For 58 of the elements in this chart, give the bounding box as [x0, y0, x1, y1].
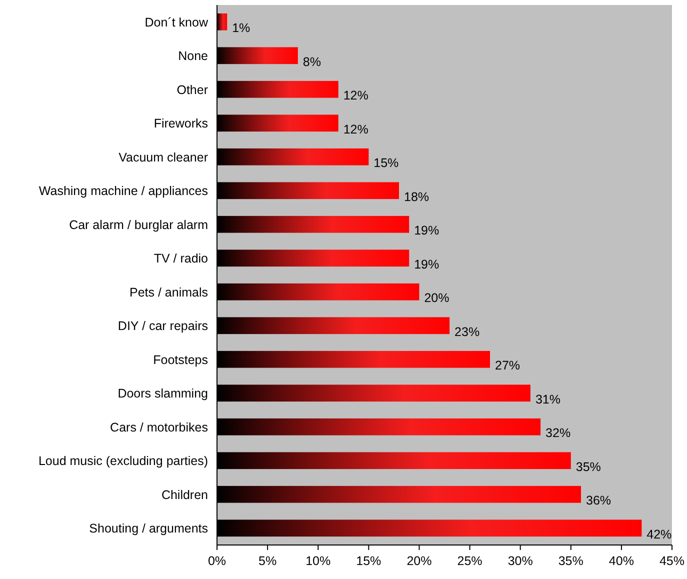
y-tick-label: Car alarm / burglar alarm	[69, 218, 208, 232]
bar	[217, 80, 338, 98]
data-label: 15%	[374, 156, 399, 170]
y-tick-label: Footsteps	[153, 352, 208, 367]
bar	[217, 13, 228, 30]
x-tick-label: 40%	[608, 554, 634, 568]
data-label: 31%	[535, 392, 560, 406]
data-label: 12%	[343, 122, 368, 136]
bar	[217, 250, 410, 267]
data-label: 1%	[232, 21, 250, 36]
y-tick-label: Don´t know	[144, 15, 209, 30]
x-tick-label: 25%	[457, 554, 482, 568]
data-label: 23%	[454, 324, 480, 339]
bar	[217, 520, 642, 537]
data-label: 42%	[646, 527, 672, 542]
bar	[217, 350, 490, 368]
bar	[217, 486, 581, 503]
y-tick-label: Loud music (excluding parties)	[38, 454, 208, 468]
bar	[217, 182, 399, 200]
bar	[217, 114, 338, 132]
y-tick-label: Cars / motorbikes	[110, 420, 208, 434]
y-tick-label: Other	[176, 82, 208, 97]
x-tick-label: 5%	[258, 554, 277, 568]
y-tick-label: TV / radio	[154, 252, 208, 266]
data-label: 32%	[546, 426, 571, 440]
x-tick-label: 0%	[208, 554, 226, 568]
bar	[217, 384, 530, 402]
y-tick-label: DIY / car repairs	[118, 319, 208, 333]
data-label: 36%	[586, 494, 612, 508]
bar	[217, 216, 410, 233]
data-label: 8%	[302, 54, 321, 69]
x-tick-label: 30%	[508, 554, 533, 568]
y-tick-label: None	[178, 49, 208, 63]
bar	[217, 317, 450, 334]
data-label: 18%	[404, 190, 430, 204]
data-label: 19%	[414, 224, 440, 238]
data-label: 35%	[576, 460, 601, 474]
y-tick-label: Vacuum cleaner	[118, 150, 208, 164]
x-tick-label: 15%	[356, 554, 382, 568]
y-tick-label: Fireworks	[154, 116, 208, 130]
x-tick-label: 10%	[306, 554, 331, 568]
y-tick-label: Children	[161, 488, 208, 502]
bar	[217, 148, 369, 166]
x-tick-label: 45%	[659, 554, 685, 568]
y-tick-label: Shouting / arguments	[89, 522, 208, 536]
bar	[217, 452, 571, 470]
data-label: 20%	[424, 291, 450, 306]
y-tick-label: Washing machine / appliances	[38, 184, 208, 198]
data-label: 12%	[343, 88, 368, 103]
data-label: 19%	[414, 257, 440, 272]
y-tick-label: Doors slamming	[118, 386, 208, 400]
bar	[217, 283, 420, 300]
data-label: 27%	[495, 358, 520, 373]
x-tick-label: 35%	[558, 554, 584, 568]
x-tick-label: 20%	[406, 554, 432, 568]
y-tick-label: Pets / animals	[129, 285, 208, 300]
bar	[217, 418, 541, 436]
bar	[217, 47, 298, 64]
